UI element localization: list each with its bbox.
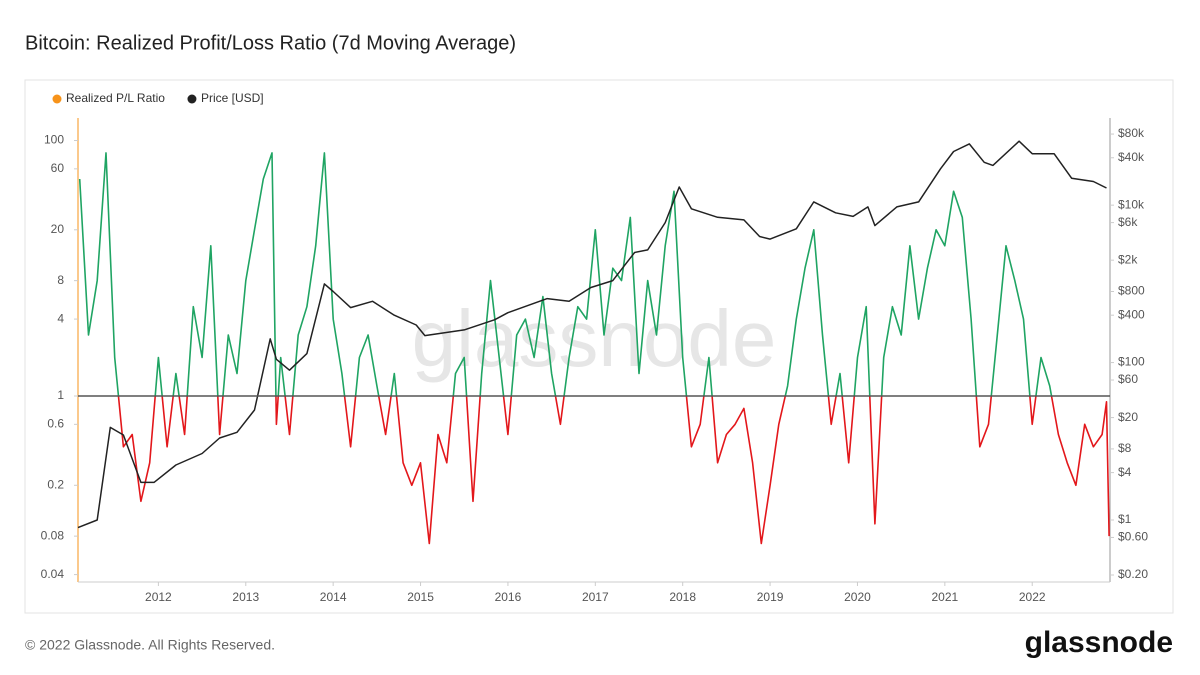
y-tick-label: 1 [57, 388, 64, 402]
y2-tick-label: $2k [1118, 252, 1138, 266]
x-tick-label: 2020 [844, 590, 871, 604]
y2-tick-label: $100 [1118, 355, 1145, 369]
y2-tick-label: $40k [1118, 150, 1145, 164]
x-tick-label: 2021 [931, 590, 958, 604]
y-tick-label: 60 [51, 161, 65, 175]
x-tick-label: 2017 [582, 590, 609, 604]
y2-tick-label: $400 [1118, 307, 1145, 321]
y-tick-label: 100 [44, 133, 64, 147]
legend-swatch [187, 94, 197, 104]
x-tick-label: 2013 [232, 590, 259, 604]
y2-tick-label: $800 [1118, 284, 1145, 298]
y2-tick-label: $6k [1118, 215, 1138, 229]
y-tick-label: 4 [57, 311, 64, 325]
y2-tick-label: $0.60 [1118, 530, 1148, 544]
x-tick-label: 2015 [407, 590, 434, 604]
x-tick-label: 2016 [495, 590, 522, 604]
legend-label: Price [USD] [201, 91, 264, 105]
x-tick-label: 2018 [669, 590, 696, 604]
x-tick-label: 2019 [757, 590, 784, 604]
y2-tick-label: $0.20 [1118, 567, 1148, 581]
y2-tick-label: $10k [1118, 197, 1145, 211]
y2-tick-label: $60 [1118, 372, 1138, 386]
chart-title: Bitcoin: Realized Profit/Loss Ratio (7d … [25, 32, 516, 54]
y-tick-label: 0.6 [47, 417, 64, 431]
legend: Realized P/L Ratio Price [USD] [52, 91, 264, 105]
y-tick-label: 0.2 [47, 477, 64, 491]
y2-tick-label: $20 [1118, 410, 1138, 424]
x-tick-label: 2014 [320, 590, 347, 604]
y-tick-label: 20 [51, 222, 65, 236]
panel [24, 79, 1174, 614]
y-tick-label: 0.08 [41, 528, 65, 542]
x-tick-label: 2022 [1019, 590, 1046, 604]
legend-swatch [52, 94, 62, 104]
y-tick-label: 8 [57, 273, 64, 287]
y2-tick-label: $8 [1118, 441, 1132, 455]
watermark: glassnode [412, 294, 777, 383]
footer: © 2022 Glassnode. All Rights Reserved. [25, 637, 275, 653]
y-tick-label: 0.04 [41, 567, 65, 581]
x-tick-label: 2012 [145, 590, 172, 604]
price-line [77, 140, 1107, 529]
legend-label: Realized P/L Ratio [66, 91, 165, 105]
y2-tick-label: $80k [1118, 126, 1145, 140]
y2-tick-label: $4 [1118, 465, 1132, 479]
ratio-line [78, 152, 1110, 545]
y2-tick-label: $1 [1118, 512, 1132, 526]
brand-logo: glassnode [1025, 626, 1173, 659]
